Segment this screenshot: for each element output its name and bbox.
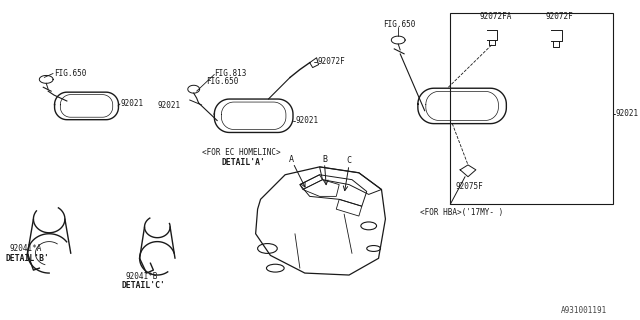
- Text: 92072F: 92072F: [546, 12, 573, 21]
- Text: <FOR EC HOMELINC>: <FOR EC HOMELINC>: [202, 148, 280, 156]
- Text: <FOR HBA>('17MY- ): <FOR HBA>('17MY- ): [420, 208, 504, 217]
- Text: DETAIL'A': DETAIL'A': [222, 158, 266, 167]
- Text: A: A: [289, 155, 294, 164]
- Text: FIG.650: FIG.650: [383, 20, 416, 29]
- Text: FIG.813: FIG.813: [214, 69, 246, 78]
- Text: FIG.650: FIG.650: [207, 77, 239, 86]
- Text: B: B: [322, 155, 327, 164]
- Text: FIG.650: FIG.650: [54, 69, 86, 78]
- Text: 92021: 92021: [296, 116, 319, 125]
- Text: DETAIL'B': DETAIL'B': [6, 254, 50, 263]
- Text: 92041*A: 92041*A: [10, 244, 42, 253]
- Text: DETAIL'C': DETAIL'C': [122, 281, 166, 290]
- Text: 92041*B: 92041*B: [126, 271, 158, 281]
- Text: 92021: 92021: [121, 100, 144, 108]
- Text: 92021: 92021: [157, 101, 180, 110]
- Text: 92072FA: 92072FA: [480, 12, 512, 21]
- Text: C: C: [346, 156, 351, 165]
- Text: 92075F: 92075F: [455, 182, 483, 191]
- Text: 92072F: 92072F: [317, 57, 346, 66]
- Text: A931001191: A931001191: [561, 306, 607, 315]
- Text: 92021: 92021: [616, 109, 639, 118]
